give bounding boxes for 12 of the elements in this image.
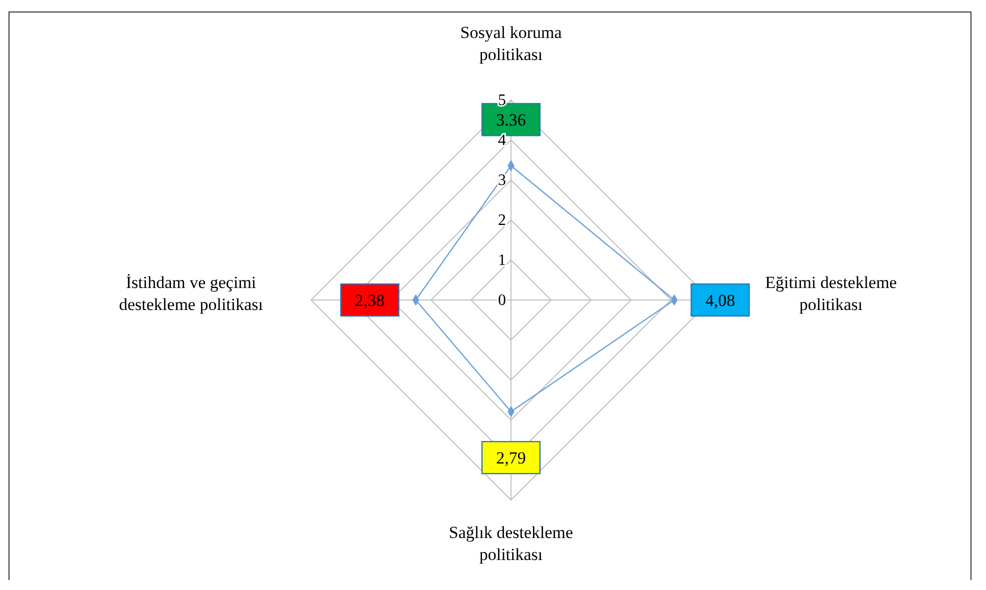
data-label: 2,38 [354,291,385,310]
data-label: 2,79 [496,448,526,468]
data-label: 4,08 [705,291,736,310]
y-tick-label: 4 [498,132,506,149]
spoke-label: Sosyal koruma politikası [460,23,562,64]
data-label: 3.36 [496,110,526,130]
spoke-label: Sağlık destekleme politikası [448,523,574,564]
y-tick-label: 1 [498,252,506,269]
spoke-label: İstihdam ve geçimi destekleme politikası [119,273,264,314]
y-tick-label: 2 [498,212,506,229]
y-tick-label: 0 [498,292,506,309]
spoke-label: Eğitimi destekleme politikası [765,273,897,314]
